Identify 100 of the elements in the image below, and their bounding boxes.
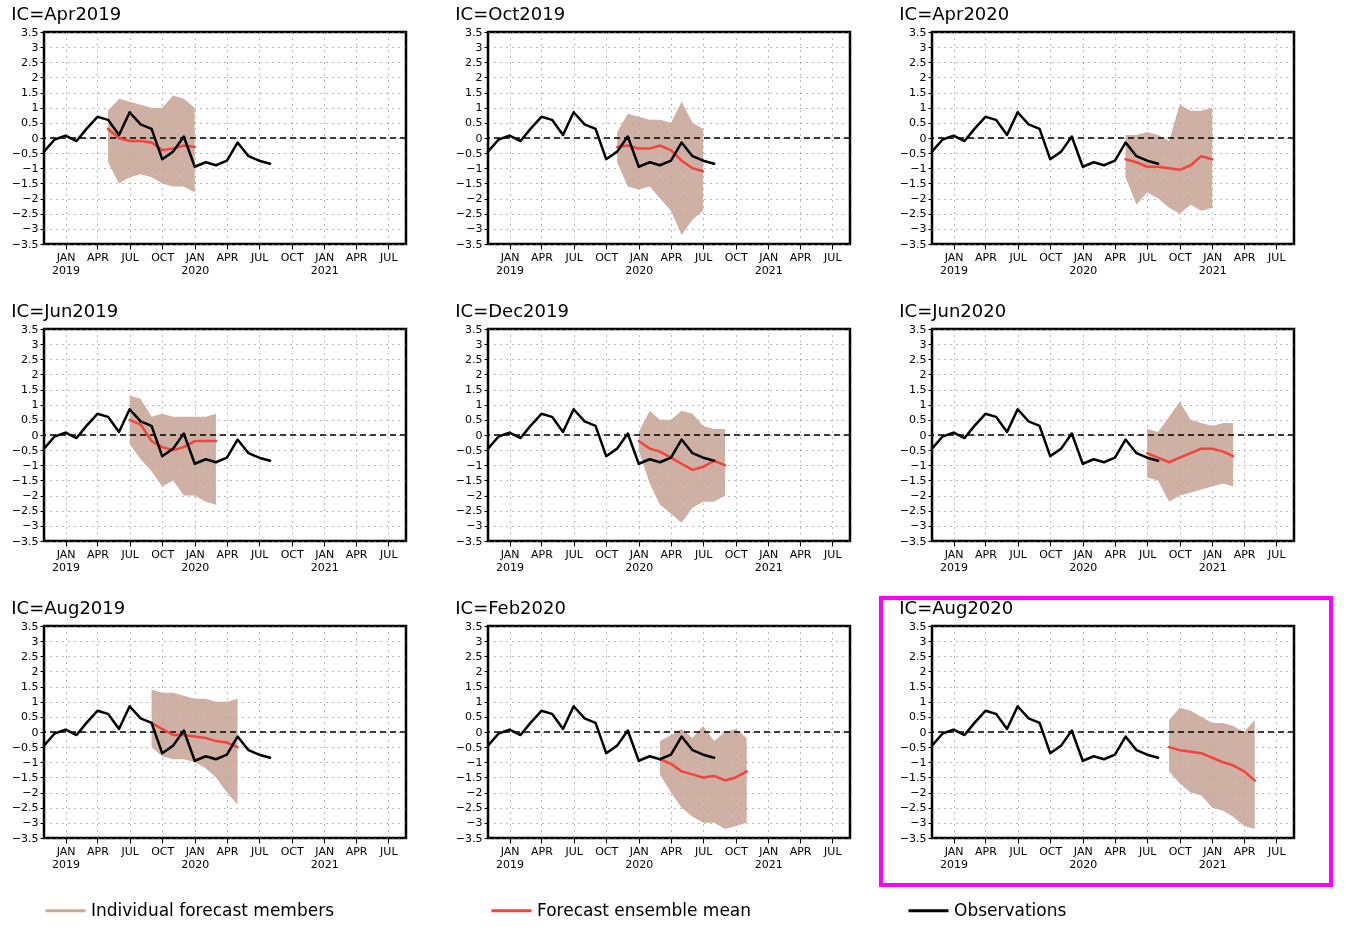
y-tick-label: −2 [22,489,39,503]
y-tick-label: 1.5 [909,680,927,694]
x-tick-label: JUL [823,250,843,264]
y-tick-label: −0.5 [899,740,927,754]
x-tick-label: APR [1233,844,1256,858]
y-tick-label: 3 [475,337,483,351]
y-tick-label: 0 [919,725,927,739]
x-tick-label: JUL [249,547,270,561]
x-tick-label: JAN 2020 [625,844,654,871]
y-tick-label: 0.5 [465,413,483,427]
x-tick-label: JAN 2021 [754,250,783,277]
y-tick-label: −2.5 [11,801,39,815]
y-tick-label: 3.5 [21,619,39,633]
x-tick-label: JAN 2020 [625,250,654,277]
x-tick-label: JAN 2019 [940,250,969,277]
x-tick-label: JUL [693,547,714,561]
y-tick-label: 1 [475,398,483,412]
x-tick-label: JAN 2021 [1198,250,1227,277]
x-tick-label: APR [531,844,554,858]
x-tick-label: JAN 2019 [52,844,81,871]
x-tick-label: JAN 2021 [754,547,783,574]
y-tick-label: −1 [22,161,39,175]
x-tick-label: JUL [564,250,584,264]
y-tick-label: 2.5 [465,352,483,366]
line-series [658,758,748,782]
y-tick-label: −1 [910,458,927,472]
x-tick-label: JAN 2020 [625,547,654,574]
x-tick-label: JUL [249,250,270,264]
x-tick-label: JUL [823,844,843,858]
y-tick-label: 1 [31,101,39,115]
y-tick-label: 2 [919,70,927,84]
y-tick-label: −1 [466,755,483,769]
y-tick-label: 1 [919,101,927,115]
y-tick-label: −3.5 [11,534,39,548]
y-tick-label: −0.5 [455,740,483,754]
x-tick-label: JAN 2019 [940,844,969,871]
y-tick-label: −1.5 [455,473,483,487]
y-tick-label: 3.5 [465,619,483,633]
y-tick-label: 3.5 [909,619,927,633]
x-tick-label: OCT [280,250,305,264]
chart-title: IC=Apr2019 [11,3,122,24]
x-tick-label: JUL [249,844,270,858]
x-tick-label: APR [1104,250,1127,264]
y-tick-label: 3 [919,40,927,54]
y-tick-label: 3 [919,337,927,351]
x-tick-label: APR [1233,547,1256,561]
y-tick-label: −1.5 [899,770,927,784]
x-tick-label: OCT [280,547,305,561]
y-tick-label: 2.5 [909,649,927,663]
x-tick-label: JUL [1137,250,1158,264]
y-tick-label: 0.5 [909,710,927,724]
legend-label: Observations [954,899,1067,920]
x-tick-label: OCT [1039,250,1063,264]
y-tick-label: 2 [475,367,483,381]
x-tick-label: JUL [1267,250,1287,264]
y-tick-label: −3 [22,816,39,830]
x-tick-label: JUL [693,250,714,264]
y-tick-label: −2 [910,489,927,503]
chart-title: IC=Jun2019 [11,300,119,321]
y-tick-label: 2 [475,70,483,84]
y-tick-label: −2 [466,192,483,206]
y-tick-label: 1 [31,398,39,412]
x-tick-label: JAN 2019 [52,250,81,277]
y-tick-label: 0.5 [21,413,39,427]
x-tick-label: JAN 2021 [1198,547,1227,574]
y-tick-label: −3.5 [455,534,483,548]
y-tick-label: −1 [22,458,39,472]
y-tick-label: −2.5 [455,207,483,221]
x-tick-label: JUL [120,250,140,264]
x-tick-label: APR [345,844,368,858]
x-tick-label: APR [345,547,368,561]
y-tick-label: −3 [910,816,927,830]
y-tick-label: 1.5 [21,680,39,694]
y-tick-label: −3.5 [899,534,927,548]
chart-title: IC=Oct2019 [455,3,566,24]
x-tick-label: OCT [151,547,175,561]
y-tick-label: 2.5 [21,55,39,69]
x-tick-label: JUL [120,547,140,561]
x-tick-label: APR [1104,547,1127,561]
x-tick-label: OCT [724,250,749,264]
x-tick-label: JAN 2019 [496,547,525,574]
y-tick-label: 3.5 [465,322,483,336]
x-tick-label: JUL [1008,547,1028,561]
x-tick-label: APR [87,844,110,858]
y-tick-label: 2 [919,367,927,381]
y-tick-label: −1 [22,755,39,769]
y-tick-label: 3 [31,337,39,351]
y-tick-label: −3 [466,816,483,830]
y-tick-label: −3 [466,519,483,533]
x-tick-label: JAN 2020 [1069,844,1098,871]
y-tick-label: −3 [910,519,927,533]
y-tick-label: −1 [910,755,927,769]
x-tick-label: JUL [564,844,584,858]
y-tick-label: 1 [475,695,483,709]
y-tick-label: 0 [475,725,483,739]
y-tick-label: −2 [22,786,39,800]
y-tick-label: 2 [475,664,483,678]
y-tick-label: 1 [919,398,927,412]
x-tick-label: JUL [379,250,399,264]
x-tick-label: JUL [564,547,584,561]
